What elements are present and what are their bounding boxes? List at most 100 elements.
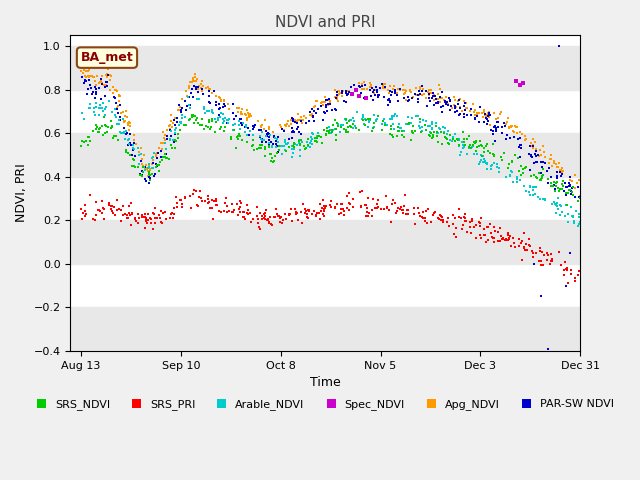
SRS_NDVI [547,182,557,190]
SRS_PRI [566,270,576,277]
PAR-SW NDVI [109,94,119,101]
PAR-SW NDVI [271,137,282,144]
Apg_NDVI [289,117,299,124]
PAR-SW NDVI [542,168,552,175]
SRS_PRI [437,216,447,223]
SRS_PRI [303,206,314,214]
Apg_NDVI [290,116,300,124]
Apg_NDVI [293,110,303,118]
PAR-SW NDVI [332,88,342,96]
Arable_NDVI [338,121,348,129]
PAR-SW NDVI [211,102,221,109]
Apg_NDVI [449,101,460,108]
PAR-SW NDVI [83,85,93,93]
Apg_NDVI [241,116,252,124]
Arable_NDVI [377,120,387,128]
PAR-SW NDVI [561,183,572,191]
Apg_NDVI [100,82,111,89]
SRS_NDVI [225,135,236,143]
PAR-SW NDVI [479,118,489,126]
SRS_PRI [344,200,355,208]
SRS_NDVI [507,157,517,165]
PAR-SW NDVI [566,187,576,195]
SRS_PRI [219,207,229,215]
Arable_NDVI [128,144,138,152]
SRS_PRI [293,216,303,224]
Apg_NDVI [447,104,458,112]
PAR-SW NDVI [377,80,387,87]
Arable_NDVI [283,139,293,147]
SRS_PRI [140,224,150,231]
PAR-SW NDVI [77,73,87,81]
SRS_PRI [540,252,550,259]
SRS_PRI [561,264,572,272]
SRS_NDVI [483,141,493,148]
Arable_NDVI [95,101,106,108]
Arable_NDVI [406,119,417,127]
SRS_PRI [154,211,164,218]
Arable_NDVI [349,117,359,125]
SRS_PRI [355,189,365,196]
SRS_PRI [152,214,163,222]
SRS_NDVI [538,171,548,179]
Apg_NDVI [301,114,311,121]
SRS_NDVI [386,122,396,130]
SRS_PRI [278,216,289,224]
Apg_NDVI [192,75,202,83]
SRS_PRI [276,213,286,221]
PAR-SW NDVI [80,76,90,84]
SRS_PRI [130,216,140,223]
PAR-SW NDVI [204,98,214,106]
Apg_NDVI [399,90,410,97]
SRS_NDVI [394,127,404,135]
PAR-SW NDVI [172,114,182,122]
SRS_NDVI [550,187,560,194]
Arable_NDVI [112,120,122,127]
PAR-SW NDVI [191,83,201,90]
Apg_NDVI [205,84,216,92]
Arable_NDVI [408,122,418,130]
SRS_PRI [84,192,95,199]
PAR-SW NDVI [148,172,159,180]
Apg_NDVI [256,123,266,131]
Apg_NDVI [245,110,255,118]
SRS_NDVI [573,197,583,205]
PAR-SW NDVI [175,107,186,114]
SRS_NDVI [428,133,438,141]
Apg_NDVI [224,106,234,113]
Apg_NDVI [451,103,461,111]
PAR-SW NDVI [552,168,562,176]
SRS_PRI [130,214,140,221]
Arable_NDVI [124,140,134,148]
PAR-SW NDVI [392,91,402,98]
PAR-SW NDVI [515,153,525,160]
SRS_PRI [471,221,481,229]
SRS_PRI [495,237,506,245]
Arable_NDVI [521,187,531,195]
SRS_PRI [262,216,273,223]
SRS_NDVI [188,114,198,121]
SRS_PRI [469,224,479,231]
Apg_NDVI [154,144,164,152]
Arable_NDVI [230,120,240,128]
Apg_NDVI [298,116,308,124]
PAR-SW NDVI [220,101,230,108]
Arable_NDVI [575,218,585,226]
Arable_NDVI [574,221,584,228]
Apg_NDVI [435,85,445,93]
Apg_NDVI [420,87,431,95]
Arable_NDVI [245,128,255,135]
SRS_NDVI [162,154,172,162]
SRS_PRI [485,221,495,228]
SRS_NDVI [420,120,430,128]
SRS_PRI [108,209,118,217]
SRS_PRI [208,215,218,223]
SRS_PRI [291,208,301,216]
SRS_NDVI [90,125,100,132]
PAR-SW NDVI [403,97,413,105]
Arable_NDVI [480,157,490,165]
SRS_NDVI [161,154,171,162]
Apg_NDVI [504,124,514,132]
Apg_NDVI [335,89,346,97]
PAR-SW NDVI [264,133,274,141]
